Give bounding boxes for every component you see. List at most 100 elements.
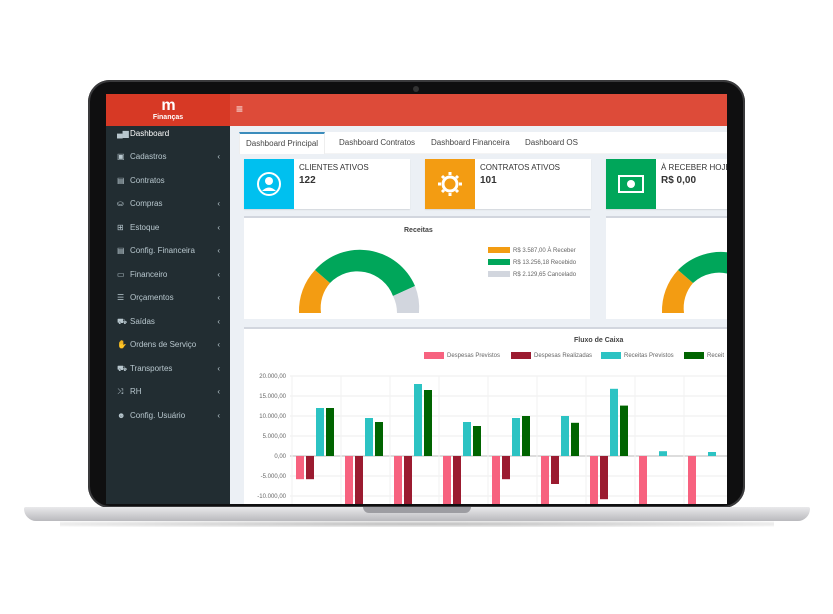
file-icon: ▤: [117, 176, 125, 185]
bar-despesas-realizadas: [306, 456, 314, 480]
bar-despesas-previstos: [492, 456, 500, 504]
sidebar-item-sa-das[interactable]: ⛟ Saídas ‹: [106, 311, 230, 333]
users-icon: ☻: [117, 411, 126, 420]
logo-mark: m: [161, 97, 175, 114]
sidebar-item-label: Contratos: [130, 176, 165, 185]
chart-legend-receitas-realizadas: Receit: [684, 352, 724, 360]
receitas-gauge-2: [661, 251, 727, 313]
cash-icon: ▭: [117, 270, 125, 279]
tools-icon: ✋: [117, 340, 127, 349]
chevron-left-icon: ‹: [217, 364, 220, 373]
bar-despesas-previstos: [296, 456, 304, 480]
truck-icon: ⛟: [117, 364, 128, 373]
sidebar-item-label: RH: [130, 387, 142, 396]
chevron-left-icon: ‹: [217, 270, 220, 279]
sidebar: ▄▆ Dashboard ▣ Cadastros ‹ ▤ Contratos ⛀ Compras…: [106, 126, 230, 504]
sidebar-item-rh[interactable]: ⤨ RH ‹: [106, 381, 230, 403]
bar-despesas-previstos: [394, 456, 402, 504]
bar-despesas-realizadas: [404, 456, 412, 504]
tab-dashboard-contratos[interactable]: Dashboard Contratos: [339, 138, 416, 147]
infobox-contratos: CONTRATOS ATIVOS 101: [425, 159, 591, 209]
chevron-left-icon: ‹: [217, 387, 220, 396]
laptop-notch: [363, 507, 471, 513]
sidebar-item-transportes[interactable]: ⛟ Transportes ‹: [106, 358, 230, 380]
camera-dot: [413, 86, 419, 92]
bar-despesas-previstos: [639, 456, 647, 504]
infobox-label: À RECEBER HOJE: [661, 163, 727, 172]
fluxo-caixa-chart: 20.000,00 15.000,00 10.000,00 5.000,00 0,00 -…: [257, 374, 727, 504]
chevron-left-icon: ‹: [217, 199, 220, 208]
shuffle-icon: ⤨: [117, 387, 124, 396]
chart-legend-receitas-previstos: Receitas Previstos: [601, 352, 674, 360]
sidebar-item-label: Compras: [130, 199, 163, 208]
screen: m Finanças ≡ ▄▆ Dashboard ▣ Cadastros ‹ ▤ Cont…: [106, 94, 727, 504]
bar-receitas-realizadas: [424, 390, 432, 456]
bar-despesas-realizadas: [600, 456, 608, 500]
main-content: Dashboard Principal Dashboard Contratos …: [230, 126, 727, 504]
tab-dashboard-financeira[interactable]: Dashboard Financeira: [431, 138, 510, 147]
sidebar-item-cadastros[interactable]: ▣ Cadastros ‹: [106, 146, 230, 168]
gauge-a-receber-2: [661, 270, 693, 313]
sidebar-item-label: Orçamentos: [130, 293, 174, 302]
sidebar-item-compras[interactable]: ⛀ Compras ‹: [106, 193, 230, 215]
dashboard-tabs: Dashboard Principal Dashboard Contratos …: [239, 132, 727, 154]
sidebar-item-label: Ordens de Serviço: [130, 340, 197, 349]
infobox-receber: À RECEBER HOJE R$ 0,00: [606, 159, 727, 209]
user-icon: [244, 159, 294, 209]
bar-despesas-previstos: [443, 456, 451, 504]
top-navbar: m Finanças ≡: [106, 94, 727, 126]
gauge-recebido-2: [678, 251, 727, 283]
infobox-value: 101: [480, 175, 497, 186]
chevron-left-icon: ‹: [217, 340, 220, 349]
receitas-panel: Receitas R$ 3.587,00 À Receber R$ 13.256…: [244, 216, 590, 319]
y-tick-label: -5.000,00: [261, 474, 287, 480]
gauge-recebido: [315, 249, 415, 296]
bar-receitas-previstos: [463, 422, 471, 456]
chevron-left-icon: ‹: [217, 411, 220, 420]
receitas-title: Receitas: [404, 227, 433, 234]
money-bill-icon: [606, 159, 656, 209]
fluxo-caixa-panel: Fluxo de Caixa Despesas Previstos Despes…: [244, 327, 727, 504]
bar-despesas-realizadas: [551, 456, 559, 484]
logo-name: Finanças: [152, 114, 184, 121]
sidebar-item-ordens-de-servi-o[interactable]: ✋ Ordens de Serviço ‹: [106, 334, 230, 356]
bar-receitas-previstos: [610, 388, 618, 456]
bar-receitas-previstos: [708, 452, 716, 456]
sidebar-item-contratos[interactable]: ▤ Contratos: [106, 170, 230, 192]
chart-legend-despesas-previstos: Despesas Previstos: [424, 352, 500, 360]
sidebar-item-config-usu-rio[interactable]: ☻ Config. Usuário ‹: [106, 405, 230, 427]
chevron-left-icon: ‹: [217, 246, 220, 255]
y-tick-label: 15.000,00: [259, 394, 286, 400]
gauge-cancelado: [393, 286, 420, 313]
sidebar-item-financeiro[interactable]: ▭ Financeiro ‹: [106, 264, 230, 286]
bar-despesas-previstos: [541, 456, 549, 504]
chart-legend-despesas-realizadas: Despesas Realizadas: [511, 352, 592, 360]
bar-despesas-previstos: [345, 456, 353, 504]
chart-title: Fluxo de Caixa: [574, 337, 624, 344]
list-icon: ☰: [117, 293, 125, 302]
bag-icon: ⛀: [117, 199, 124, 208]
hamburger-icon[interactable]: ≡: [236, 102, 244, 116]
legend-cancelado: R$ 2.129,65 Cancelado: [488, 271, 576, 279]
sidebar-item-config-financeira[interactable]: ▤ Config. Financeira ‹: [106, 240, 230, 262]
bar-receitas-realizadas: [326, 408, 334, 456]
sidebar-item-or-amentos[interactable]: ☰ Orçamentos ‹: [106, 287, 230, 309]
bar-receitas-previstos: [414, 384, 422, 456]
legend-recebido: R$ 13.256,18 Recebido: [488, 259, 576, 267]
tab-dashboard-principal[interactable]: Dashboard Principal: [239, 132, 326, 154]
sidebar-item-label: Config. Usuário: [130, 411, 186, 420]
dashboard-icon: ▄▆: [117, 129, 129, 138]
bar-receitas-previstos: [365, 418, 373, 456]
app-logo[interactable]: m Finanças: [106, 94, 230, 126]
tab-dashboard-os[interactable]: Dashboard OS: [525, 138, 578, 147]
sidebar-item-estoque[interactable]: ⊞ Estoque ‹: [106, 217, 230, 239]
cart-icon: ⛟: [117, 317, 128, 326]
receitas-gauge: [298, 249, 420, 313]
bar-despesas-realizadas: [453, 456, 461, 504]
infobox-value: R$ 0,00: [661, 175, 697, 186]
infobox-clientes: CLIENTES ATIVOS 122: [244, 159, 410, 209]
sidebar-item-label: Saídas: [130, 317, 155, 326]
sidebar-item-label: Financeiro: [130, 270, 168, 279]
bar-receitas-realizadas: [571, 422, 579, 456]
sidebar-item-dashboard[interactable]: ▄▆ Dashboard: [106, 123, 230, 145]
